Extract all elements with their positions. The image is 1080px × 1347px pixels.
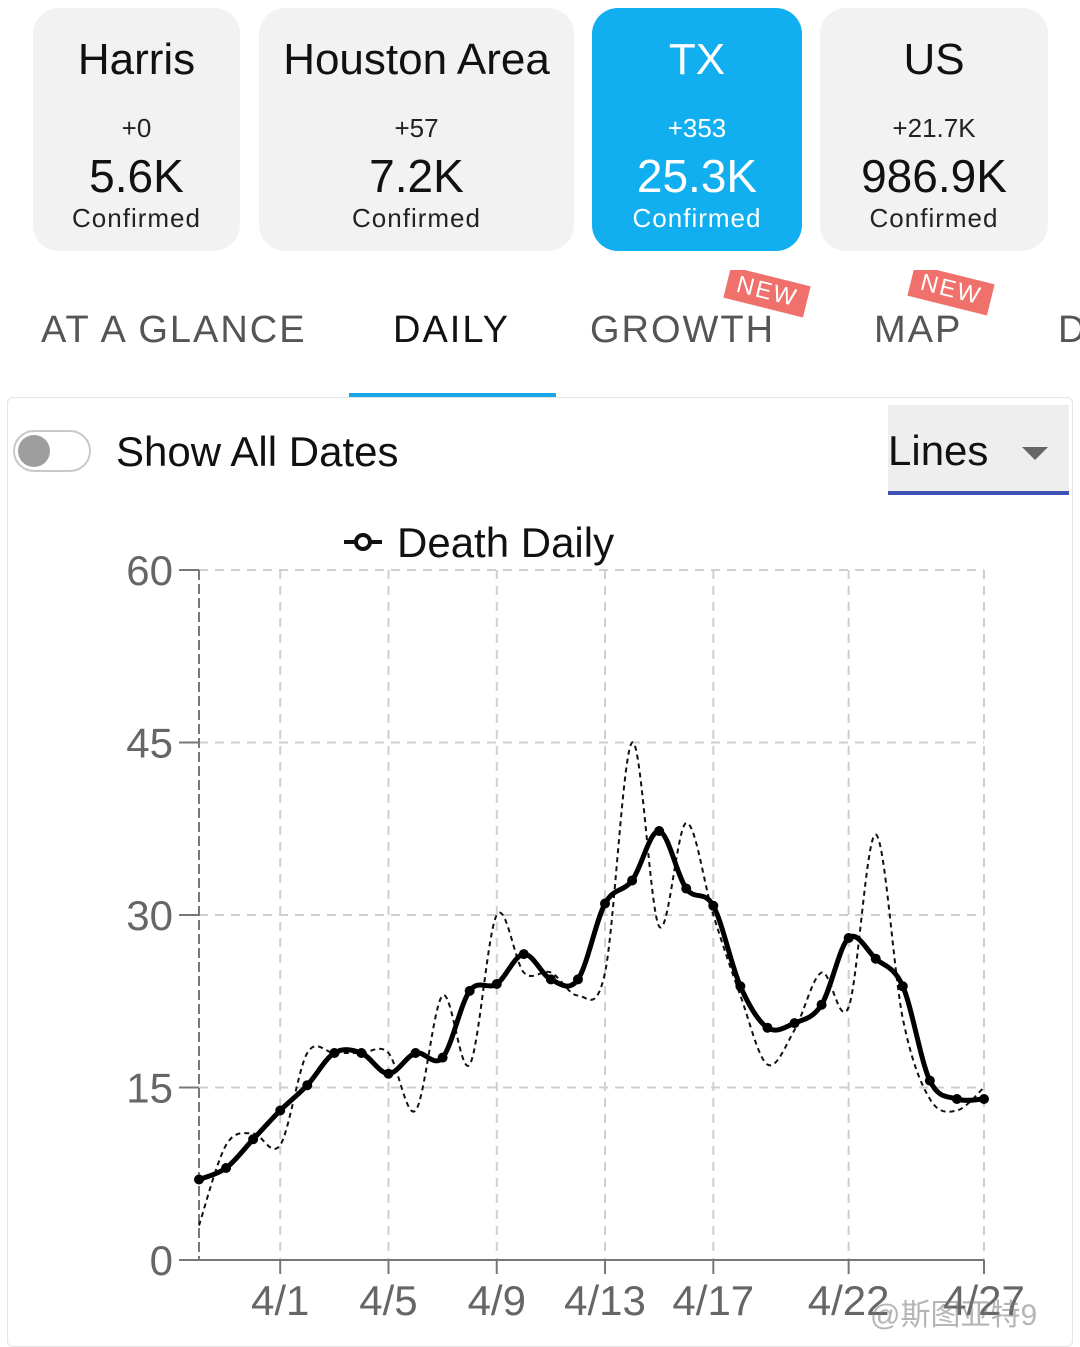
card-label: Confirmed: [72, 203, 201, 233]
data-point: [572, 974, 583, 985]
tab-next-partial[interactable]: D: [1058, 309, 1080, 351]
card-us[interactable]: US +21.7K 986.9K Confirmed: [820, 8, 1048, 251]
data-point: [951, 1094, 962, 1104]
tab-bar: AT A GLANCE DAILY GROWTH NEW MAP NEW D: [0, 270, 1080, 400]
region-cards: Harris +0 5.6K Confirmed Houston Area +5…: [0, 0, 1080, 260]
legend-marker: [354, 533, 372, 551]
watermark: @斯图亚特9: [870, 1299, 1038, 1332]
card-delta: +21.7K: [892, 113, 976, 143]
card-harris[interactable]: Harris +0 5.6K Confirmed: [33, 8, 240, 251]
x-tick-label: 4/17: [672, 1277, 754, 1324]
chevron-down-icon: [1022, 447, 1048, 460]
x-tick-label: 4/5: [359, 1277, 417, 1324]
data-point: [681, 883, 692, 894]
data-point: [545, 974, 556, 985]
x-tick-label: 4/27: [943, 1277, 1025, 1324]
tab-at-a-glance[interactable]: AT A GLANCE: [41, 309, 307, 351]
y-tick-label: 15: [126, 1065, 173, 1112]
card-tx[interactable]: TX +353 25.3K Confirmed: [592, 8, 802, 251]
data-point: [437, 1052, 448, 1063]
toggle-knob: [18, 435, 50, 467]
card-total: 7.2K: [369, 150, 464, 202]
x-tick-label: 4/13: [564, 1277, 646, 1324]
card-delta: +0: [121, 113, 152, 143]
data-point: [329, 1048, 340, 1058]
chart-style-value: Lines: [888, 427, 989, 474]
data-point: [843, 933, 854, 943]
data-point: [762, 1022, 773, 1033]
card-name: TX: [668, 35, 726, 84]
y-tick-label: 30: [126, 892, 173, 939]
card-total: 5.6K: [89, 150, 184, 202]
data-point: [194, 1174, 204, 1185]
card-delta: +353: [667, 113, 727, 143]
tab-map[interactable]: MAP: [874, 309, 963, 351]
tab-growth[interactable]: GROWTH: [590, 309, 776, 351]
data-point: [221, 1163, 232, 1173]
card-label: Confirmed: [352, 203, 481, 233]
card-label: Confirmed: [632, 203, 762, 233]
card-label: Confirmed: [869, 203, 999, 233]
data-point: [654, 826, 665, 837]
data-point: [600, 898, 611, 909]
legend-label: Death Daily: [397, 519, 614, 566]
chart-panel: [7, 397, 1073, 1347]
data-point: [897, 981, 908, 992]
card-name: Harris: [77, 35, 196, 84]
data-point: [302, 1080, 313, 1091]
x-tick-label: 4/22: [808, 1277, 890, 1324]
y-tick-label: 45: [126, 720, 173, 767]
data-point: [464, 985, 475, 996]
data-point: [789, 1018, 800, 1029]
x-tick-label: 4/1: [251, 1277, 309, 1324]
card-name: Houston Area: [283, 35, 550, 84]
card-total: 25.3K: [636, 150, 758, 202]
show-all-dates-label: Show All Dates: [116, 428, 399, 475]
show-all-dates-toggle[interactable]: [13, 430, 91, 472]
y-tick-label: 0: [150, 1237, 173, 1284]
data-point: [383, 1068, 394, 1079]
data-point: [816, 999, 827, 1010]
data-point: [924, 1075, 935, 1086]
data-point: [248, 1134, 259, 1145]
card-delta: +57: [394, 113, 439, 143]
data-point: [708, 900, 719, 911]
card-total: 986.9K: [861, 150, 1007, 202]
chart-style-select[interactable]: Lines: [888, 405, 1069, 495]
data-point: [356, 1048, 367, 1058]
data-point: [735, 981, 746, 992]
tab-daily[interactable]: DAILY: [393, 309, 511, 351]
card-houston-area[interactable]: Houston Area +57 7.2K Confirmed: [259, 8, 574, 251]
data-point: [410, 1048, 421, 1058]
data-point: [870, 953, 881, 964]
card-name: US: [903, 35, 965, 84]
data-point: [979, 1094, 989, 1104]
data-point: [518, 949, 529, 960]
active-tab-indicator: [349, 393, 556, 399]
data-point: [491, 979, 502, 989]
x-tick-label: 4/9: [468, 1277, 526, 1324]
death-daily-chart: 0 15 30 45 60 4/1 4/5 4/9 4/13 4/17 4/22 4/27 Death …: [126, 519, 1025, 1324]
data-point: [627, 875, 638, 886]
y-tick-label: 60: [126, 547, 173, 594]
data-point: [275, 1105, 286, 1116]
series-line-death-daily: [198, 741, 985, 1226]
